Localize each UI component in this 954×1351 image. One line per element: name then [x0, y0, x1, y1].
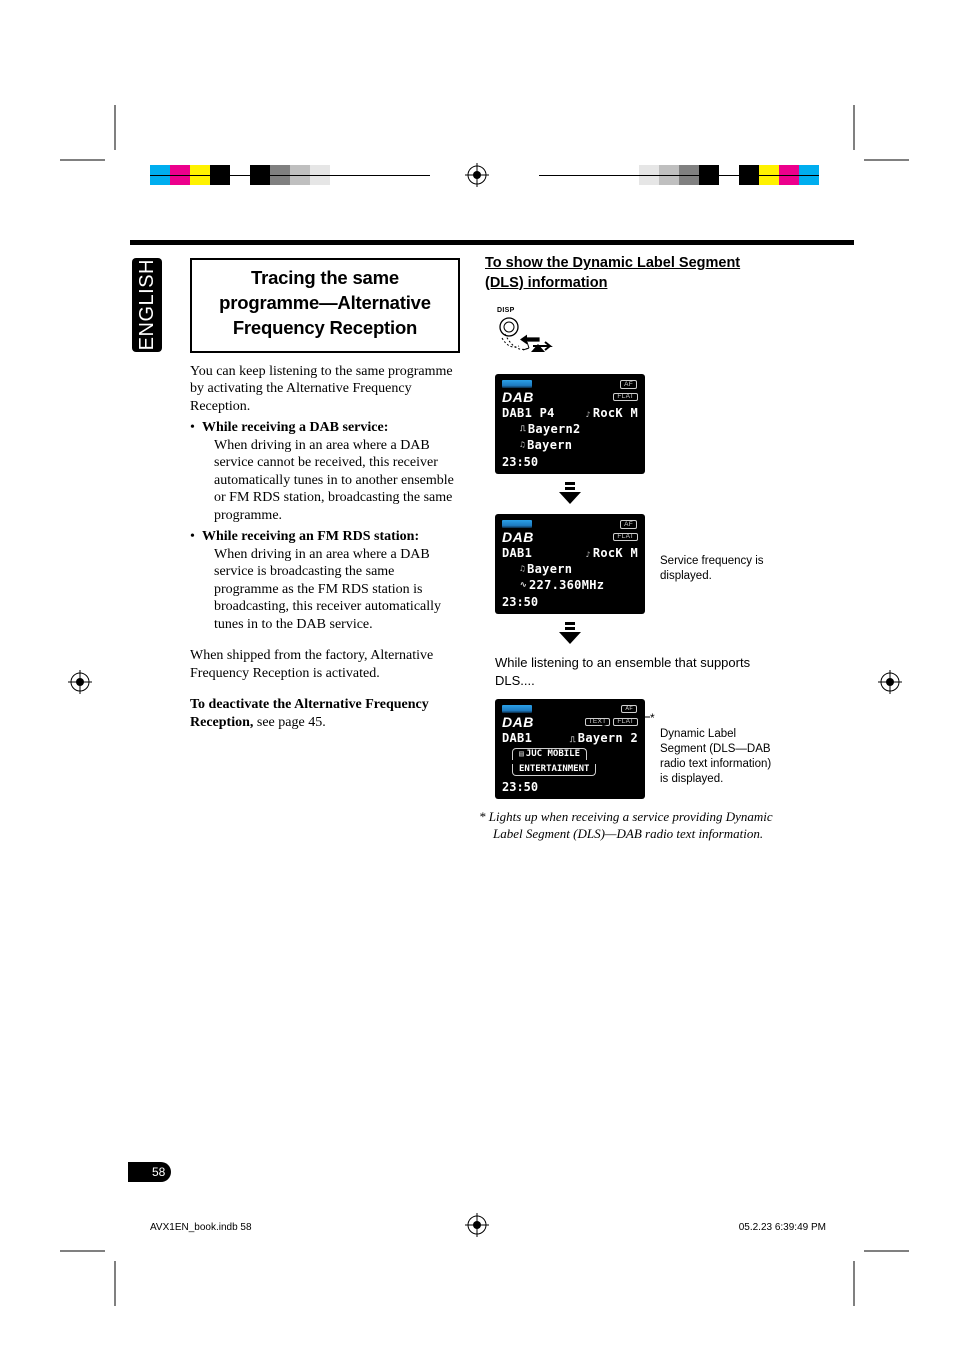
page-rule — [130, 240, 854, 245]
lcd1-line3: Bayern — [527, 439, 572, 451]
lcd3-line3: ENTERTAINMENT — [512, 764, 596, 776]
intro-text: You can keep listening to the same progr… — [190, 363, 460, 416]
lcd-screen-1: AF DAB FLAT DAB1 P4 ♪RocK M ⎍ Bayern2 ♫ … — [495, 374, 645, 474]
badge-flat: FLAT — [613, 393, 638, 402]
note-icon: ♪ — [586, 410, 591, 419]
crop-mark-bl — [60, 1236, 130, 1306]
footer-left: AVX1EN_book.indb 58 — [150, 1222, 252, 1233]
lcd2-note: Service frequency is displayed. — [660, 554, 780, 584]
reg-strip-line-right — [539, 175, 819, 176]
shipped-note: When shipped from the factory, Alternati… — [190, 647, 460, 682]
dls-caption: While listening to an ensemble that supp… — [495, 654, 775, 689]
lcd2-line2: Bayern — [527, 563, 572, 575]
down-arrow-icon — [555, 482, 585, 506]
signal-icon: ⎍ — [570, 735, 576, 744]
reg-target-top — [465, 163, 489, 187]
reg-target-bottom — [465, 1213, 489, 1237]
lcd3-time: 23:50 — [502, 780, 638, 794]
disp-knob-icon — [495, 316, 555, 360]
reg-target-right — [878, 670, 902, 694]
wave-icon: ∿ — [520, 581, 527, 589]
crop-mark-br — [839, 1236, 909, 1306]
disp-illustration: DISP — [495, 307, 775, 360]
down-arrow-icon — [555, 622, 585, 646]
lcd1-line1-right: RocK M — [593, 406, 638, 420]
language-tab-label: ENGLISH — [136, 259, 159, 350]
headphone-icon: ♫ — [520, 565, 525, 573]
lcd2-time: 23:50 — [502, 595, 638, 609]
headphone-icon: ♫ — [520, 441, 525, 449]
lcd3-brand: DAB — [502, 715, 534, 729]
reg-target-left — [68, 670, 92, 694]
lcd2-brand: DAB — [502, 530, 534, 544]
footnote: * Lights up when receiving a service pro… — [479, 809, 775, 843]
badge-flat: FLAT — [613, 533, 638, 542]
lcd2-line3: 227.360MHz — [529, 579, 604, 591]
deactivate-tail: see page 45. — [253, 715, 325, 730]
lcd2-line1-left: DAB1 — [502, 547, 532, 559]
lcd1-brand: DAB — [502, 390, 534, 404]
brand-stripe-icon — [502, 380, 532, 388]
bullet-fmrds: While receiving an FM RDS station: When … — [190, 528, 460, 633]
headline: Tracing the same programme—Alternative F… — [200, 266, 450, 341]
crop-mark-tr — [839, 105, 909, 175]
badge-af: AF — [620, 520, 637, 529]
lcd1-time: 23:50 — [502, 455, 638, 469]
section-heading: To show the Dynamic Label Segment (DLS) … — [485, 254, 775, 293]
language-tab: ENGLISH — [132, 258, 162, 352]
signal-icon: ⎍ — [520, 425, 526, 433]
bullet-dab: While receiving a DAB service: When driv… — [190, 419, 460, 524]
page-number: 58 — [128, 1162, 171, 1182]
crop-mark-tl — [60, 105, 130, 175]
lcd1-line2: Bayern2 — [528, 423, 581, 435]
disp-label: DISP — [497, 307, 775, 314]
badge-af: AF — [621, 705, 637, 713]
note-icon: ♪ — [586, 550, 591, 559]
reg-strip-line-left — [150, 175, 430, 176]
text-icon: ▤ — [519, 749, 524, 758]
lcd3-line1-left: DAB1 — [502, 732, 532, 744]
bullet-fmrds-lead: While receiving an FM RDS station: — [202, 529, 419, 544]
footer-right: 05.2.23 6:39:49 PM — [739, 1222, 826, 1233]
brand-stripe-icon — [502, 520, 532, 528]
badge-af: AF — [620, 380, 637, 389]
bullet-dab-body: When driving in an area where a DAB serv… — [202, 437, 460, 525]
callout-line-icon — [602, 713, 660, 733]
lcd2-line1-right: RocK M — [593, 546, 638, 560]
page-number-value: 58 — [152, 1165, 165, 1179]
bullet-fmrds-body: When driving in an area where a DAB serv… — [202, 546, 460, 634]
deactivate-note: To deactivate the Alternative Frequency … — [190, 696, 460, 731]
lcd-screen-2: AF DAB FLAT DAB1 ♪RocK M ♫ Bayern ∿ 227.… — [495, 514, 645, 614]
lcd3-note: Dynamic Label Segment (DLS—DAB radio tex… — [660, 727, 775, 787]
headline-box: Tracing the same programme—Alternative F… — [190, 258, 460, 353]
lcd1-line1-left: DAB1 P4 — [502, 407, 555, 419]
brand-stripe-icon — [502, 705, 532, 713]
lcd3-line1-right: Bayern 2 — [578, 731, 638, 745]
bullet-dab-lead: While receiving a DAB service: — [202, 420, 388, 435]
lcd3-line2: JUC MOBILE — [526, 749, 580, 759]
